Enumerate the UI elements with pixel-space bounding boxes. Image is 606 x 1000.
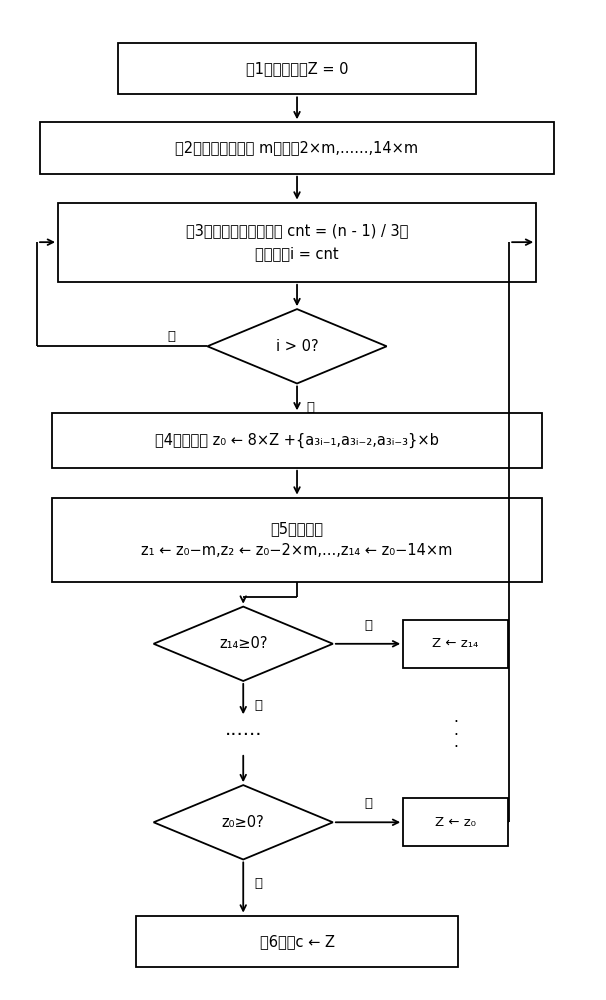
Text: 否: 否 <box>254 699 262 712</box>
Text: 第3步：设置循环上限值 cnt = (n - 1) / 3，
循环变量i = cnt: 第3步：设置循环上限值 cnt = (n - 1) / 3， 循环变量i = c… <box>186 224 408 261</box>
Text: i > 0?: i > 0? <box>276 339 318 354</box>
Polygon shape <box>153 607 333 681</box>
FancyBboxPatch shape <box>403 620 508 668</box>
Text: 是: 是 <box>306 401 314 414</box>
FancyBboxPatch shape <box>403 798 508 846</box>
Text: 第1步：初始化Z = 0: 第1步：初始化Z = 0 <box>246 61 348 76</box>
Text: 第2步：预计算模数 m的倍数2×m,......,14×m: 第2步：预计算模数 m的倍数2×m,......,14×m <box>176 140 419 155</box>
FancyBboxPatch shape <box>52 498 542 582</box>
Text: 第6步：c ← Z: 第6步：c ← Z <box>259 934 335 949</box>
Text: 第4步：计算 z₀ ← 8×Z +{a₃ᵢ₋₁,a₃ᵢ₋₂,a₃ᵢ₋₃}×b: 第4步：计算 z₀ ← 8×Z +{a₃ᵢ₋₁,a₃ᵢ₋₂,a₃ᵢ₋₃}×b <box>155 433 439 448</box>
Text: 是: 是 <box>364 797 372 810</box>
FancyBboxPatch shape <box>52 413 542 468</box>
Text: Z ← z₀: Z ← z₀ <box>435 816 476 829</box>
FancyBboxPatch shape <box>40 122 554 174</box>
Text: ······: ······ <box>224 726 262 745</box>
Text: 否: 否 <box>254 877 262 890</box>
FancyBboxPatch shape <box>136 916 458 967</box>
Text: ·
·
·: · · · <box>453 715 458 755</box>
Text: z₁₄≥0?: z₁₄≥0? <box>219 636 267 651</box>
Text: z₀≥0?: z₀≥0? <box>222 815 265 830</box>
Polygon shape <box>207 309 387 383</box>
FancyBboxPatch shape <box>58 202 536 282</box>
Text: 是: 是 <box>364 619 372 632</box>
Text: 否: 否 <box>167 330 176 343</box>
Polygon shape <box>153 785 333 859</box>
Text: Z ← z₁₄: Z ← z₁₄ <box>432 637 479 650</box>
FancyBboxPatch shape <box>118 43 476 94</box>
Text: 第5步：计算
z₁ ← z₀−m,z₂ ← z₀−2×m,...,z₁₄ ← z₀−14×m: 第5步：计算 z₁ ← z₀−m,z₂ ← z₀−2×m,...,z₁₄ ← z… <box>141 521 453 558</box>
